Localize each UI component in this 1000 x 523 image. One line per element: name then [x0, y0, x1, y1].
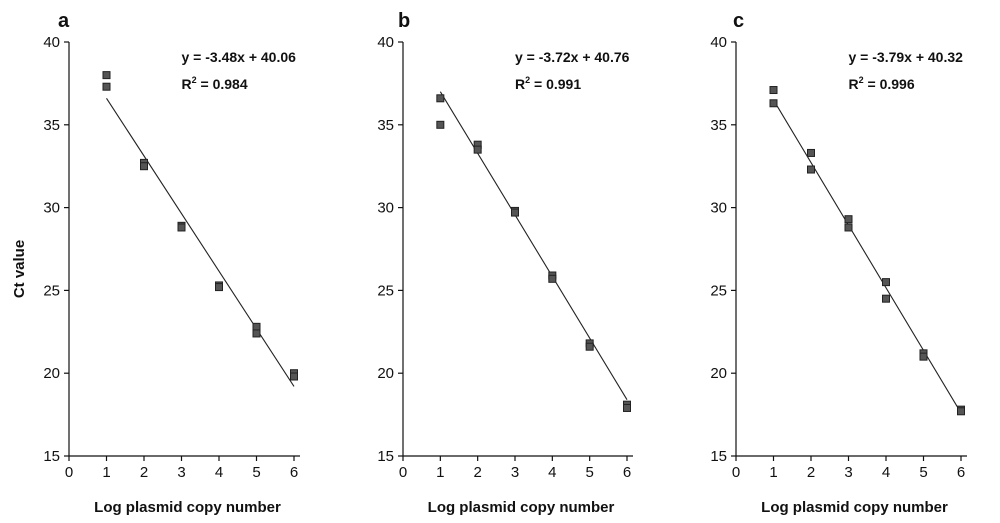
r-squared-symbol: R: [182, 76, 192, 92]
r-squared-value: = 0.991: [530, 76, 581, 92]
x-tick-label: 4: [548, 464, 556, 481]
r-squared-symbol: R: [849, 76, 859, 92]
data-point: [548, 274, 557, 283]
r-squared: R2 = 0.996: [849, 75, 915, 92]
r-squared-value: = 0.996: [864, 76, 915, 92]
y-tick-label: 25: [710, 282, 727, 299]
x-tick-label: 0: [399, 464, 407, 481]
x-tick-label: 1: [769, 464, 777, 481]
data-point: [807, 148, 815, 157]
regression-equation: y = -3.79x + 40.32: [849, 49, 964, 65]
y-tick-label: 20: [710, 365, 727, 382]
regression-line: [439, 91, 628, 400]
panel-a: a 15 20 25 30 35 40 0 1 2 3 4 5 6 Log plasmid copy num…: [11, 10, 300, 516]
x-tick-label: 4: [215, 464, 223, 481]
data-point: [436, 94, 445, 103]
x-axis-title: Log plasmid copy number: [428, 499, 615, 516]
panel-label: a: [58, 10, 70, 32]
x-tick-label: 2: [473, 464, 481, 481]
y-tick-label: 25: [377, 282, 394, 299]
regression-line: [106, 98, 295, 387]
y-tick-label: 15: [377, 448, 394, 465]
x-tick-label: 6: [957, 464, 965, 481]
x-tick-label: 2: [140, 464, 148, 481]
x-tick-label: 6: [623, 464, 631, 481]
data-point: [511, 208, 519, 217]
y-tick-label: 30: [710, 200, 727, 217]
data-point: [769, 86, 778, 95]
x-tick-label: 5: [919, 464, 927, 481]
r-squared-superscript: 2: [192, 75, 197, 85]
data-point: [102, 82, 111, 91]
data-point: [844, 223, 853, 232]
y-tick-label: 35: [710, 117, 727, 134]
data-point: [252, 329, 261, 338]
data-point: [882, 278, 890, 287]
data-point: [957, 407, 965, 416]
y-tick-label: 35: [43, 117, 60, 134]
y-tick-label: 30: [43, 200, 60, 217]
panel-b: b 15 20 25 30 35 40 0 1 2 3 4 5 6 Log plasmid copy num…: [377, 10, 633, 516]
x-tick-label: 3: [511, 464, 519, 481]
x-tick-label: 1: [102, 464, 110, 481]
r-squared-superscript: 2: [525, 75, 530, 85]
x-tick-label: 3: [844, 464, 852, 481]
regression-equation: y = -3.72x + 40.76: [515, 49, 630, 65]
r-squared-value: = 0.984: [197, 76, 248, 92]
regression-equation: y = -3.48x + 40.06: [182, 49, 297, 65]
y-tick-label: 35: [377, 117, 394, 134]
y-tick-label: 40: [710, 34, 727, 51]
y-tick-label: 40: [377, 34, 394, 51]
data-point: [882, 294, 890, 303]
panel-c: c 15 20 25 30 35 40 0 1 2 3 4 5 6 Log plasmid copy num…: [710, 10, 967, 516]
x-tick-label: 0: [65, 464, 73, 481]
y-tick-label: 20: [377, 365, 394, 382]
data-point: [473, 145, 482, 154]
x-tick-label: 5: [585, 464, 593, 481]
data-point: [585, 342, 594, 351]
r-squared-superscript: 2: [859, 75, 864, 85]
r-squared: R2 = 0.991: [515, 75, 581, 92]
panel-label: c: [733, 10, 744, 32]
x-axis-title: Log plasmid copy number: [761, 499, 948, 516]
data-point: [290, 372, 298, 381]
x-tick-label: 3: [177, 464, 185, 481]
data-point: [623, 403, 631, 412]
y-tick-label: 20: [43, 365, 60, 382]
y-tick-label: 15: [710, 448, 727, 465]
x-tick-label: 4: [882, 464, 890, 481]
data-point: [177, 223, 186, 232]
y-tick-label: 15: [43, 448, 60, 465]
y-axis-title: Ct value: [11, 240, 28, 298]
data-point: [769, 99, 778, 108]
data-point: [436, 120, 445, 129]
data-point: [252, 322, 261, 331]
y-tick-label: 40: [43, 34, 60, 51]
x-tick-label: 2: [807, 464, 815, 481]
data-point: [844, 215, 853, 224]
y-tick-label: 25: [43, 282, 60, 299]
data-point: [102, 71, 111, 80]
regression-line: [773, 99, 962, 414]
x-tick-label: 6: [290, 464, 298, 481]
x-tick-label: 1: [436, 464, 444, 481]
data-point: [215, 283, 223, 292]
data-point: [807, 165, 815, 174]
r-squared-symbol: R: [515, 76, 525, 92]
data-point: [140, 162, 148, 171]
x-axis-title: Log plasmid copy number: [94, 499, 281, 516]
y-tick-label: 30: [377, 200, 394, 217]
x-tick-label: 0: [732, 464, 740, 481]
x-tick-label: 5: [252, 464, 260, 481]
data-point: [919, 352, 928, 361]
panel-label: b: [398, 10, 410, 32]
r-squared: R2 = 0.984: [182, 75, 248, 92]
